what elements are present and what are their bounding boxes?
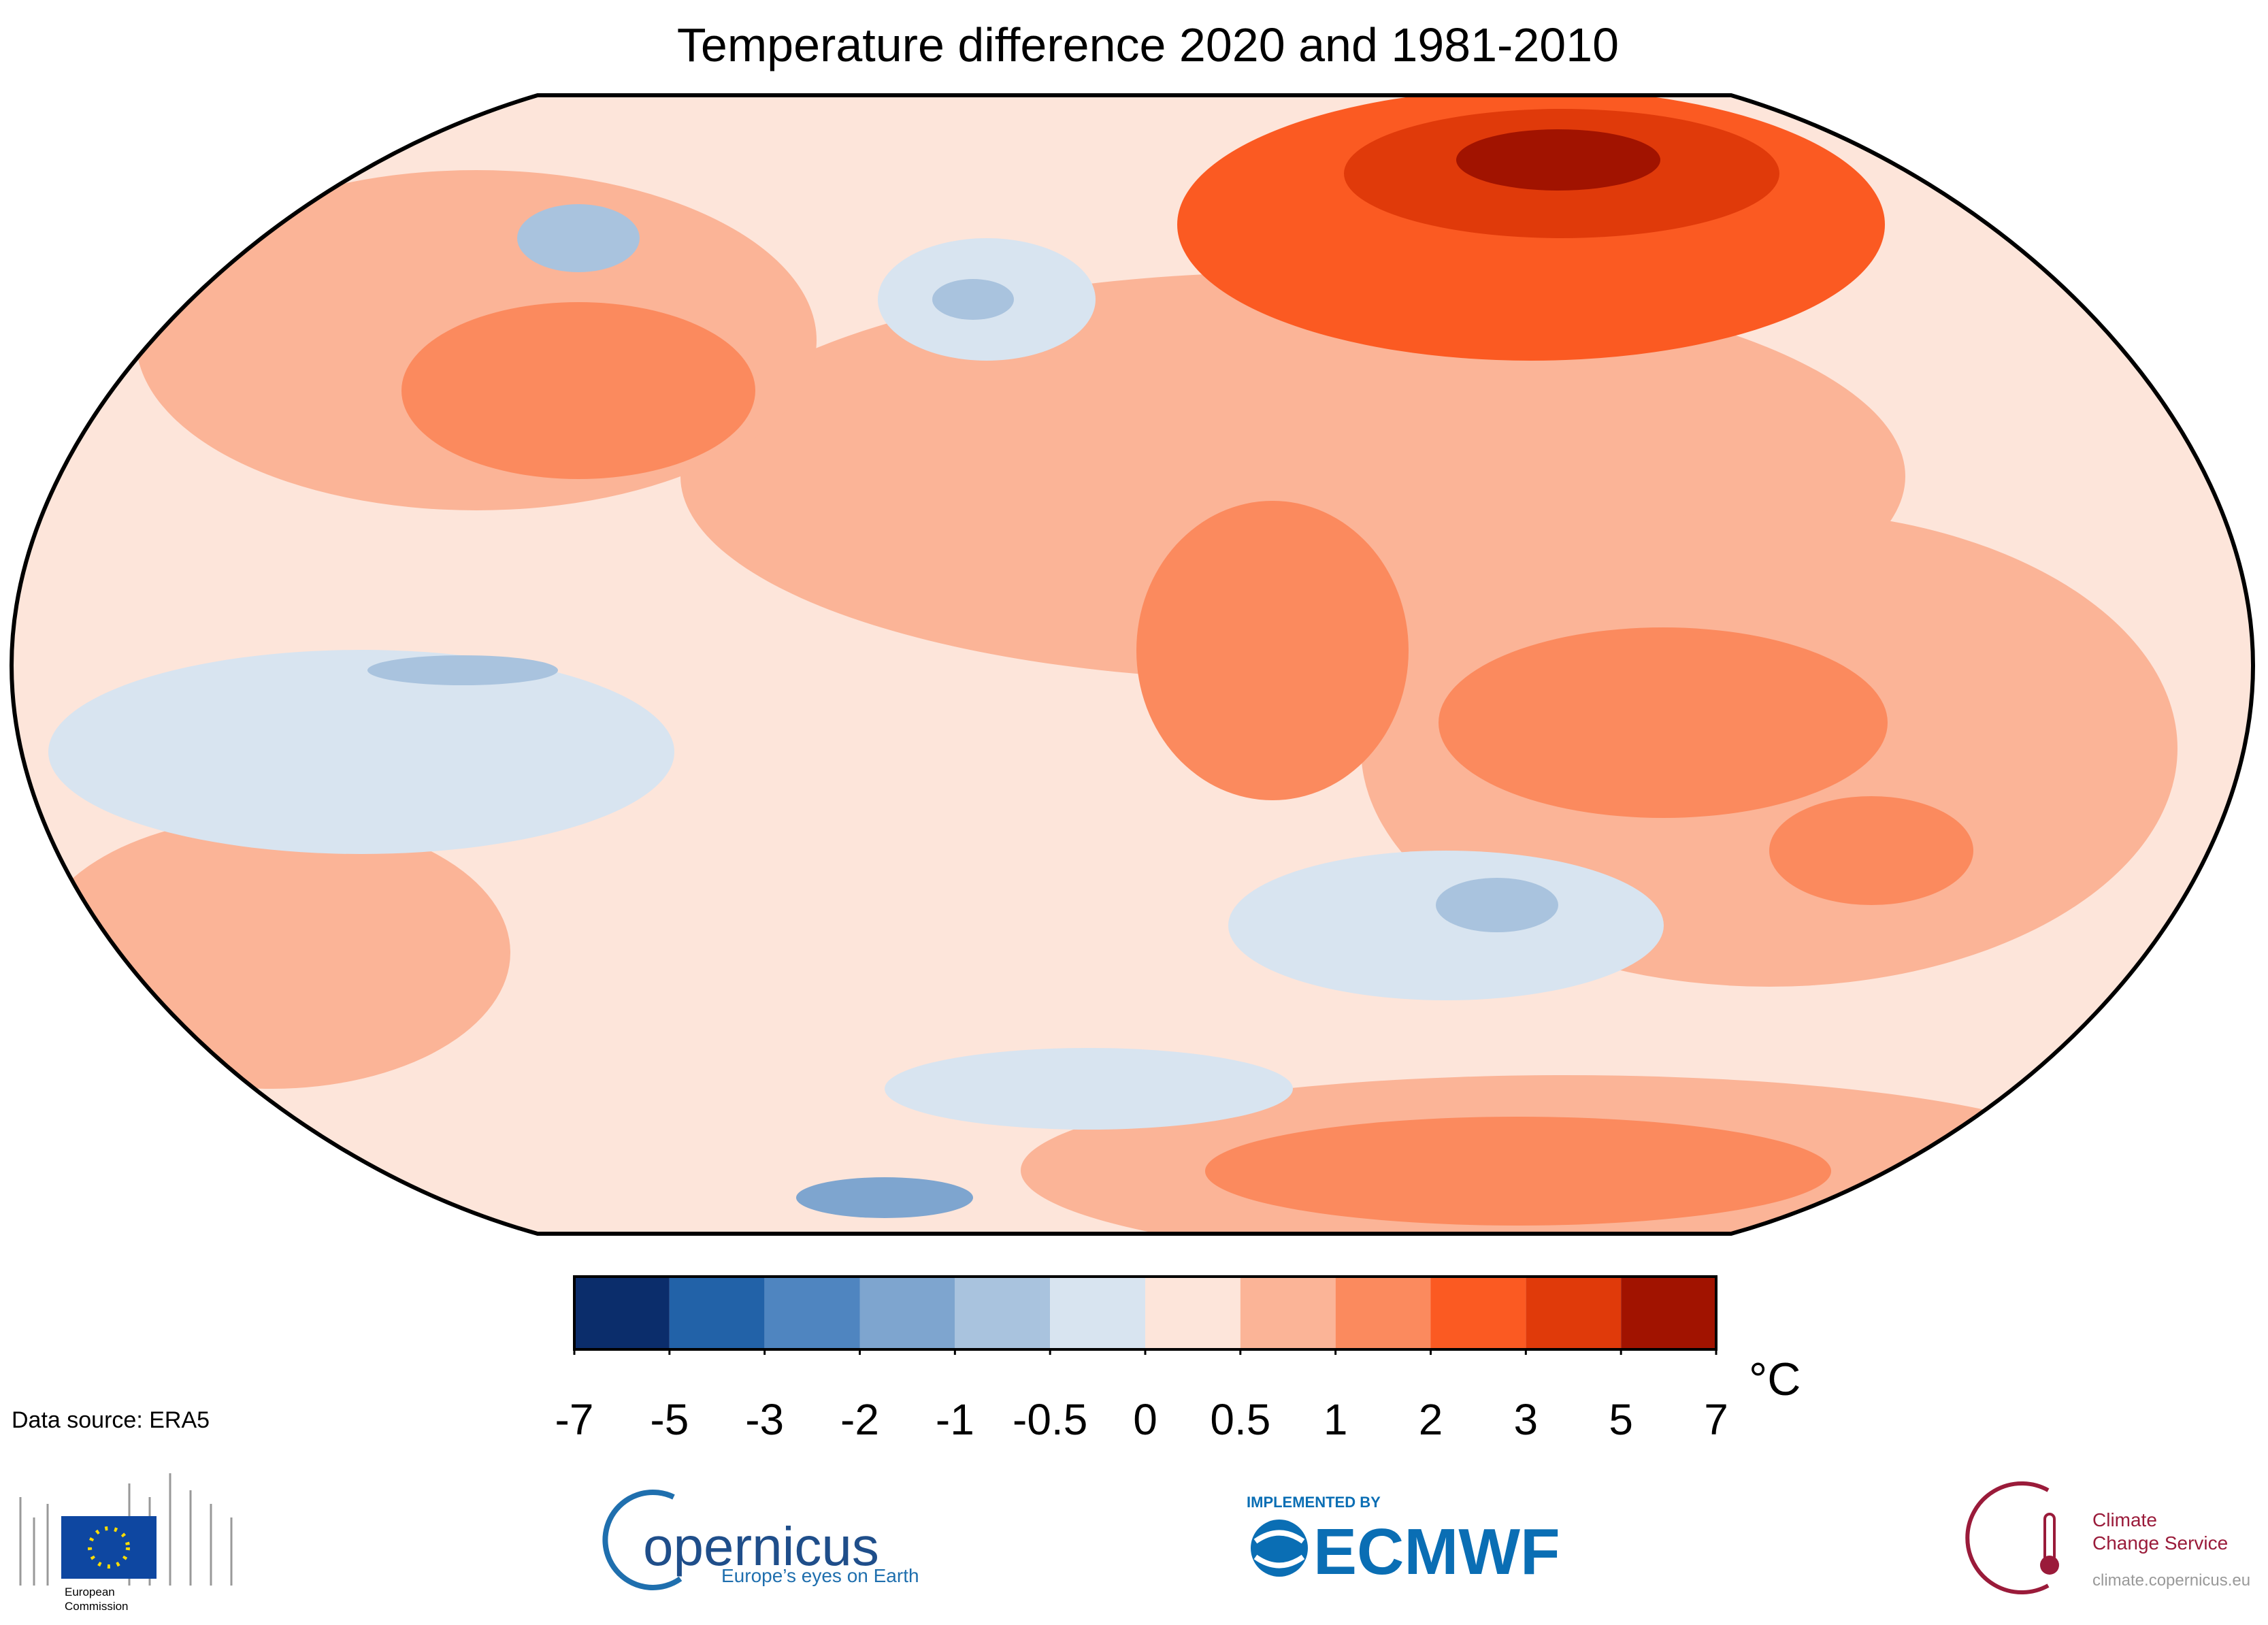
colorbar-bin	[1145, 1277, 1240, 1349]
c3s-url: climate.copernicus.eu	[2092, 1571, 2250, 1590]
temperature-field	[12, 95, 2253, 1234]
colorbar-tick-label: 7	[1704, 1395, 1728, 1444]
eu-label: European	[65, 1586, 115, 1598]
colorbar-bin	[1430, 1277, 1526, 1349]
ecmwf-name: ECMWF	[1313, 1515, 1560, 1588]
copernicus-tagline: Europe’s eyes on Earth	[721, 1565, 919, 1586]
colorbar-tick-label: 0	[1133, 1395, 1157, 1444]
colorbar-bin	[574, 1277, 670, 1349]
colorbar-bin	[1335, 1277, 1431, 1349]
colorbar-bin	[764, 1277, 860, 1349]
colorbar-tick-label: 1	[1324, 1395, 1348, 1444]
colorbar-tick-label: 2	[1419, 1395, 1443, 1444]
colorbar-tick-label: -7	[555, 1395, 594, 1444]
colorbar: -7 -5 -3 -2 -1 -0.5 0 0.5 1 2 3 5 7	[555, 1275, 1728, 1444]
colorbar-bin	[1050, 1277, 1145, 1349]
eu-logo: European Commission	[19, 1473, 233, 1613]
c3s-line: Change Service	[2092, 1532, 2228, 1554]
colorbar-tick-label: -0.5	[1013, 1395, 1087, 1444]
ecmwf-logo: IMPLEMENTED BY ECMWF	[1247, 1494, 1560, 1588]
colorbar-tick-label: 0.5	[1210, 1395, 1270, 1444]
copernicus-logo: opernicus Europe’s eyes on Earth	[602, 1490, 919, 1590]
colorbar-tick-label: -1	[936, 1395, 974, 1444]
colorbar-tick-label: -2	[840, 1395, 879, 1444]
map-border	[9, 93, 2256, 1236]
colorbar-tick-label: 3	[1514, 1395, 1539, 1444]
eu-label: Commission	[65, 1600, 129, 1613]
map-title: Temperature difference 2020 and 1981-201…	[677, 18, 1619, 71]
colorbar-bin	[669, 1277, 765, 1349]
c3s-line: Climate	[2092, 1509, 2157, 1530]
colorbar-bin	[955, 1277, 1051, 1349]
colorbar-bin	[859, 1277, 955, 1349]
colorbar-bin	[1621, 1277, 1716, 1349]
colorbar-unit: °C	[1749, 1353, 1801, 1405]
colorbar-tick-label: 5	[1609, 1395, 1633, 1444]
c3s-logo: Climate Change Service climate.copernicu…	[1965, 1481, 2250, 1594]
ecmwf-caption: IMPLEMENTED BY	[1247, 1494, 1381, 1511]
copernicus-name: opernicus	[643, 1516, 879, 1577]
colorbar-bin	[1526, 1277, 1622, 1349]
colorbar-bin	[1240, 1277, 1336, 1349]
colorbar-tick-label: -5	[650, 1395, 689, 1444]
data-source: Data source: ERA5	[12, 1407, 210, 1433]
colorbar-tick-label: -3	[745, 1395, 784, 1444]
